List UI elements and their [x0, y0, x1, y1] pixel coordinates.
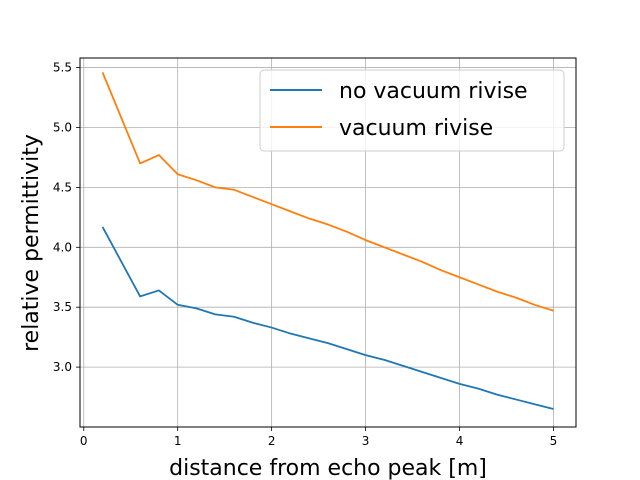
- y-tick-label: 5.5: [53, 61, 72, 75]
- x-tick-label: 1: [174, 434, 182, 448]
- x-tick-label: 3: [362, 434, 370, 448]
- y-tick-label: 3.5: [53, 300, 72, 314]
- series-line-vacuum-rivise: [101, 72, 554, 312]
- y-axis-title: relative permittivity: [19, 134, 44, 352]
- legend: no vacuum rivise vacuum rivise: [259, 69, 565, 152]
- y-tick-label: 4.5: [53, 180, 72, 194]
- legend-box: [259, 69, 565, 152]
- x-tick-label: 5: [550, 434, 558, 448]
- x-axis-title: distance from echo peak [m]: [169, 456, 487, 480]
- legend-label-no-vacuum-rivise: no vacuum rivise: [339, 79, 528, 104]
- ticks: 0 1 2 3 4 5 3.0 3.5 4.0 4.5 5.0 5.5: [53, 61, 557, 448]
- series-lines: [101, 72, 554, 410]
- x-tick-label: 2: [268, 434, 276, 448]
- y-tick-label: 5.0: [53, 120, 72, 134]
- y-tick-label: 4.0: [53, 240, 72, 254]
- x-tick-label: 0: [80, 434, 88, 448]
- y-tick-label: 3.0: [53, 360, 72, 374]
- legend-label-vacuum-rivise: vacuum rivise: [339, 116, 493, 141]
- plot-frame: [79, 57, 577, 428]
- series-line-no-vacuum-rivise: [101, 226, 554, 410]
- x-tick-label: 4: [456, 434, 464, 448]
